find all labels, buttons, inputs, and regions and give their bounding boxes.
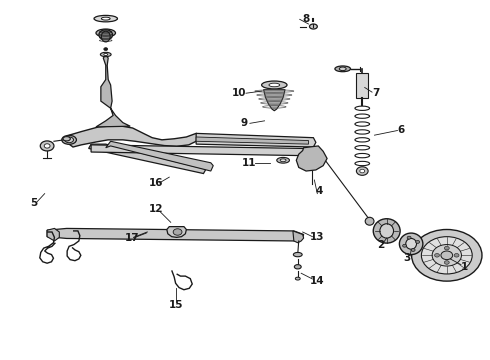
- Text: 7: 7: [372, 88, 380, 98]
- Text: 16: 16: [149, 178, 163, 188]
- Ellipse shape: [63, 136, 71, 141]
- Circle shape: [432, 244, 462, 266]
- Circle shape: [407, 236, 411, 239]
- Circle shape: [173, 229, 182, 235]
- Circle shape: [356, 167, 368, 175]
- Circle shape: [411, 248, 415, 251]
- Ellipse shape: [365, 217, 374, 225]
- Circle shape: [444, 261, 449, 264]
- Text: 17: 17: [124, 233, 139, 243]
- Ellipse shape: [294, 252, 302, 257]
- Ellipse shape: [100, 52, 111, 57]
- Polygon shape: [91, 145, 306, 156]
- Circle shape: [416, 240, 419, 243]
- Ellipse shape: [277, 157, 290, 163]
- Text: 6: 6: [398, 125, 405, 135]
- Text: 1: 1: [461, 262, 468, 272]
- Ellipse shape: [99, 30, 113, 40]
- Ellipse shape: [399, 233, 423, 255]
- Text: 13: 13: [310, 232, 324, 242]
- Text: 15: 15: [169, 300, 183, 310]
- Circle shape: [104, 48, 108, 50]
- Text: 10: 10: [232, 88, 246, 98]
- Circle shape: [444, 246, 449, 250]
- Polygon shape: [69, 126, 198, 147]
- Polygon shape: [264, 90, 285, 111]
- Polygon shape: [296, 146, 327, 171]
- Ellipse shape: [62, 135, 76, 144]
- Circle shape: [435, 253, 440, 257]
- Ellipse shape: [380, 224, 393, 238]
- Text: 4: 4: [316, 186, 323, 197]
- Text: 14: 14: [310, 276, 325, 286]
- Polygon shape: [196, 134, 316, 147]
- Text: 3: 3: [404, 253, 411, 263]
- Ellipse shape: [269, 83, 280, 87]
- Circle shape: [441, 251, 453, 260]
- Text: 8: 8: [302, 14, 310, 24]
- Ellipse shape: [96, 29, 116, 37]
- Polygon shape: [96, 54, 130, 127]
- Ellipse shape: [280, 159, 286, 162]
- Text: 2: 2: [377, 240, 385, 250]
- Circle shape: [454, 253, 459, 257]
- Ellipse shape: [101, 31, 110, 42]
- Ellipse shape: [406, 238, 416, 249]
- Ellipse shape: [262, 81, 287, 89]
- Polygon shape: [47, 228, 59, 241]
- Text: 11: 11: [242, 158, 256, 168]
- Text: 5: 5: [30, 198, 38, 208]
- Polygon shape: [167, 226, 186, 237]
- Polygon shape: [293, 231, 304, 243]
- Ellipse shape: [294, 265, 301, 269]
- Circle shape: [421, 237, 472, 274]
- Ellipse shape: [104, 53, 108, 55]
- Ellipse shape: [373, 219, 400, 243]
- Ellipse shape: [94, 15, 118, 22]
- Ellipse shape: [101, 17, 110, 20]
- Ellipse shape: [65, 137, 74, 143]
- Circle shape: [40, 141, 54, 151]
- Circle shape: [360, 169, 365, 173]
- Polygon shape: [89, 144, 206, 174]
- Ellipse shape: [310, 24, 318, 29]
- Ellipse shape: [335, 66, 350, 72]
- Circle shape: [44, 144, 50, 148]
- Text: 9: 9: [241, 118, 247, 128]
- Ellipse shape: [295, 277, 300, 280]
- Circle shape: [412, 229, 482, 281]
- Polygon shape: [196, 137, 309, 144]
- Circle shape: [403, 244, 407, 247]
- Bar: [356, 73, 368, 98]
- Text: 12: 12: [149, 204, 163, 215]
- Ellipse shape: [339, 67, 346, 71]
- Polygon shape: [106, 141, 213, 171]
- Polygon shape: [47, 228, 304, 241]
